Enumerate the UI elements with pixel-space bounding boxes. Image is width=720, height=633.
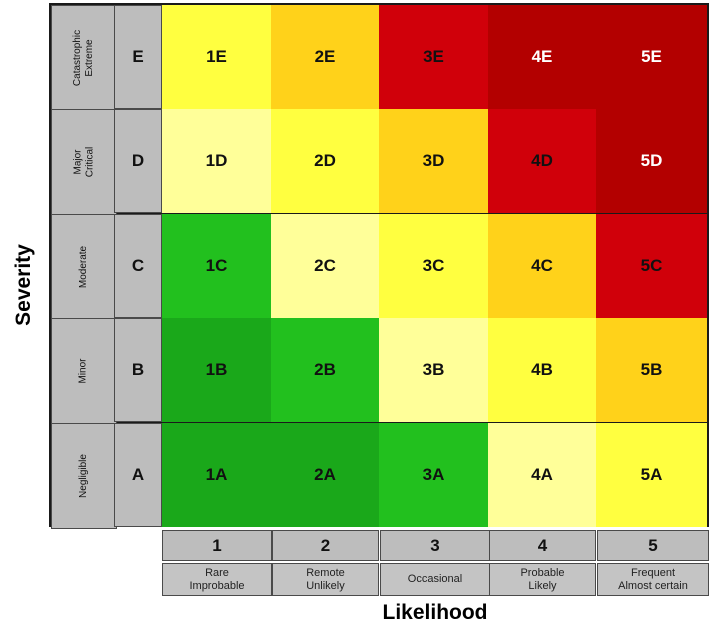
risk-cell-5c: 5C (596, 214, 707, 318)
severity-axis-label: Severity (12, 244, 36, 326)
likelihood-number-2: 2 (272, 530, 379, 561)
risk-cell-1a: 1A (162, 423, 271, 527)
risk-cell-2c: 2C (271, 214, 379, 318)
likelihood-number-3: 3 (380, 530, 490, 561)
severity-name-c: Moderate (51, 214, 117, 320)
likelihood-desc-5: Frequent Almost certain (597, 563, 709, 596)
risk-cell-3c: 3C (379, 214, 488, 318)
likelihood-desc-4: Probable Likely (489, 563, 596, 596)
risk-cell-5b: 5B (596, 318, 707, 422)
risk-cell-3b: 3B (379, 318, 488, 422)
risk-cell-4d: 4D (488, 109, 596, 213)
likelihood-number-4: 4 (489, 530, 596, 561)
risk-cell-3a: 3A (379, 423, 488, 527)
risk-cell-5d: 5D (596, 109, 707, 213)
risk-cell-1d: 1D (162, 109, 271, 213)
risk-cell-1c: 1C (162, 214, 271, 318)
risk-cell-2e: 2E (271, 5, 379, 109)
likelihood-number-5: 5 (597, 530, 709, 561)
risk-cell-2d: 2D (271, 109, 379, 213)
severity-name-e: Catastrophic Extreme (51, 5, 117, 111)
risk-cell-2a: 2A (271, 423, 379, 527)
risk-cell-2b: 2B (271, 318, 379, 422)
risk-cell-1b: 1B (162, 318, 271, 422)
severity-letter-b: B (114, 318, 162, 422)
severity-letter-d: D (114, 109, 162, 213)
likelihood-desc-1: Rare Improbable (162, 563, 272, 596)
severity-letter-c: C (114, 214, 162, 318)
risk-cell-3e: 3E (379, 5, 488, 109)
severity-name-a: Negligible (51, 423, 117, 529)
risk-cell-1e: 1E (162, 5, 271, 109)
likelihood-axis-label: Likelihood (382, 601, 488, 624)
risk-cell-4a: 4A (488, 423, 596, 527)
risk-cell-4c: 4C (488, 214, 596, 318)
severity-letter-a: A (114, 423, 162, 527)
risk-cell-3d: 3D (379, 109, 488, 213)
severity-letter-e: E (114, 5, 162, 109)
risk-cell-5e: 5E (596, 5, 707, 109)
risk-cell-4e: 4E (488, 5, 596, 109)
risk-matrix: Catastrophic Extreme E 1E 2E 3E 4E 5E Major Cri… (49, 3, 709, 529)
likelihood-desc-3: Occasional (380, 563, 490, 596)
likelihood-number-1: 1 (162, 530, 272, 561)
severity-name-b: Minor (51, 318, 117, 424)
risk-cell-5a: 5A (596, 423, 707, 527)
severity-name-d: Major Critical (51, 109, 117, 215)
likelihood-desc-2: Remote Unlikely (272, 563, 379, 596)
risk-cell-4b: 4B (488, 318, 596, 422)
